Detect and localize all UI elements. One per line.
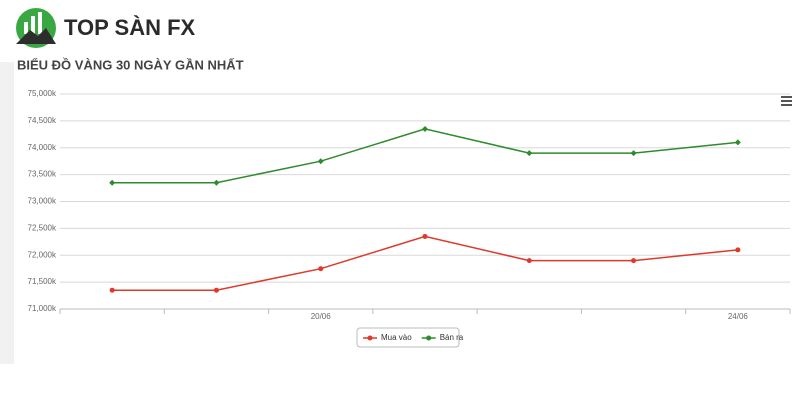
y-tick-label: 72,000k: [28, 250, 57, 259]
data-point: [213, 287, 219, 293]
x-tick-label: 24/06: [728, 312, 749, 321]
data-point: [526, 258, 532, 264]
y-tick-label: 75,000k: [28, 89, 57, 98]
data-point: [422, 125, 428, 132]
legend-box: [356, 327, 460, 348]
data-point: [318, 266, 324, 272]
data-point: [631, 258, 637, 264]
data-point: [213, 179, 220, 186]
data-point: [526, 150, 533, 157]
y-tick-label: 71,000k: [28, 304, 57, 313]
legend-marker: [367, 335, 373, 341]
x-tick-label: 20/06: [311, 312, 332, 321]
legend-marker: [426, 335, 432, 341]
y-tick-label: 74,500k: [28, 116, 57, 125]
data-point: [630, 150, 637, 157]
y-tick-label: 72,500k: [28, 223, 57, 232]
data-point: [109, 287, 115, 293]
y-tick-label: 73,000k: [28, 197, 57, 206]
data-point: [317, 158, 324, 165]
menu-button[interactable]: [781, 96, 792, 106]
data-point: [735, 247, 741, 253]
data-point: [734, 139, 741, 146]
legend-label: Bán ra: [440, 333, 464, 342]
y-tick-label: 73,500k: [28, 170, 57, 179]
data-point: [109, 179, 116, 186]
data-point: [422, 233, 428, 239]
legend-label: Mua vào: [381, 333, 412, 342]
chart-title: BIỂU ĐỒ VÀNG 30 NGÀY GẦN NHẤT: [17, 57, 244, 72]
brand-name: TOP SÀN FX: [64, 15, 196, 40]
y-tick-label: 71,500k: [28, 277, 57, 286]
y-tick-label: 74,000k: [28, 143, 57, 152]
logo: [16, 8, 56, 48]
side-strip: [0, 62, 14, 364]
